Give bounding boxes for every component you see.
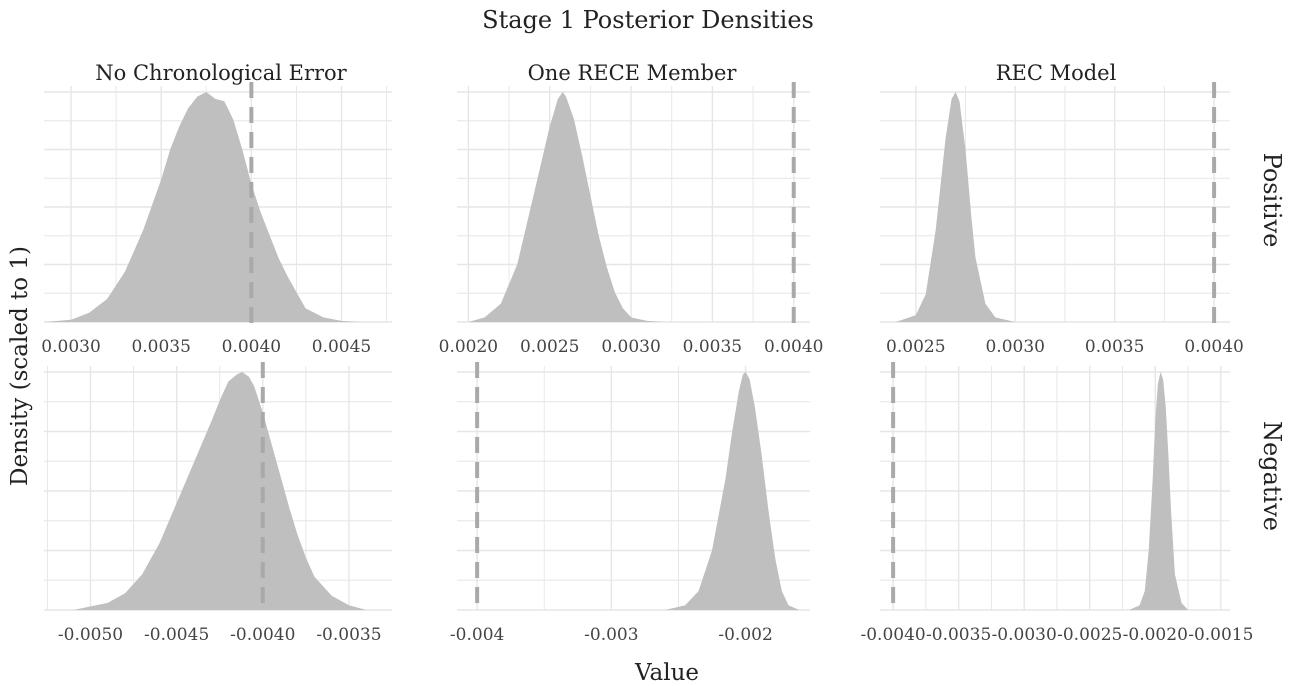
panel-negative-3: -0.0040 -0.0035 -0.0030 -0.0025 -0.0020 -0.00… [860,362,1253,645]
x-tick-label: 0.0035 [683,337,742,357]
x-tick-label: 0.0035 [131,337,190,357]
strip-row-positive: Positive [1258,153,1286,248]
x-tick-label: 0.0030 [41,337,100,357]
x-tick-label: -0.003 [584,625,638,645]
x-tick-label: -0.002 [718,625,772,645]
x-tick-label: 0.0040 [222,337,281,357]
x-tick-label: 0.0040 [1184,337,1243,357]
x-tick-label: 0.0030 [601,337,660,357]
x-axis-label: Value [634,660,699,686]
x-tick-label: -0.0030 [992,625,1057,645]
strip-row-negative: Negative [1258,421,1286,531]
density-area [1129,372,1189,610]
panel-grid: 0.0030 0.0035 0.0040 0.0045 0.0020 0.0025 0.00… [41,82,1253,645]
density-area [73,372,367,610]
x-tick-label: -0.0035 [316,625,381,645]
panel-positive-2: 0.0020 0.0025 0.0030 0.0035 0.0040 [439,82,823,357]
panel-negative-2: -0.004 -0.003 -0.002 [450,362,810,645]
panel-positive-3: 0.0025 0.0030 0.0035 0.0040 [880,82,1244,357]
x-tick-label: 0.0025 [520,337,579,357]
strip-col-1: No Chronological Error [95,61,347,85]
x-tick-label: 0.0040 [764,337,823,357]
chart-title: Stage 1 Posterior Densities [482,6,814,34]
density-area [895,92,1016,322]
x-tick-label: 0.0045 [312,337,371,357]
x-tick-label: -0.0050 [58,625,123,645]
x-tick-label: -0.0020 [1123,625,1188,645]
x-tick-label: -0.0035 [926,625,991,645]
x-tick-label: 0.0030 [985,337,1044,357]
x-tick-label: -0.0015 [1188,625,1253,645]
x-tick-label: 0.0020 [439,337,498,357]
density-area [665,372,800,610]
y-axis-label: Density (scaled to 1) [7,246,33,486]
panel-negative-1: -0.0050 -0.0045 -0.0040 -0.0035 [44,362,392,645]
x-tick-label: -0.0040 [860,625,925,645]
x-tick-label: -0.0045 [144,625,209,645]
x-tick-label: 0.0025 [886,337,945,357]
strip-col-2: One RECE Member [528,61,738,85]
panel-positive-1: 0.0030 0.0035 0.0040 0.0045 [41,82,392,357]
strip-col-3: REC Model [996,61,1117,85]
density-area [44,92,360,322]
x-tick-label: -0.004 [450,625,504,645]
density-area [468,92,664,322]
x-tick-label: -0.0025 [1057,625,1122,645]
x-tick-label: -0.0040 [230,625,295,645]
x-tick-label: 0.0035 [1085,337,1144,357]
